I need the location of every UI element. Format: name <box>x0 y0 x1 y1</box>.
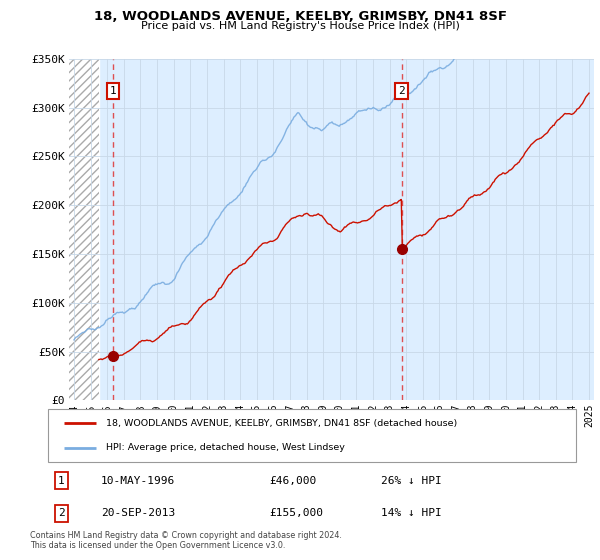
Text: 10-MAY-1996: 10-MAY-1996 <box>101 475 175 486</box>
Text: 2: 2 <box>398 86 405 96</box>
FancyBboxPatch shape <box>48 409 576 462</box>
Text: HPI: Average price, detached house, West Lindsey: HPI: Average price, detached house, West… <box>106 443 345 452</box>
Text: Contains HM Land Registry data © Crown copyright and database right 2024.
This d: Contains HM Land Registry data © Crown c… <box>30 531 342 550</box>
Bar <box>69 59 99 400</box>
Text: 14% ↓ HPI: 14% ↓ HPI <box>380 508 442 519</box>
Text: 20-SEP-2013: 20-SEP-2013 <box>101 508 175 519</box>
Text: 2: 2 <box>58 508 65 519</box>
Text: 1: 1 <box>58 475 65 486</box>
Text: 18, WOODLANDS AVENUE, KEELBY, GRIMSBY, DN41 8SF (detached house): 18, WOODLANDS AVENUE, KEELBY, GRIMSBY, D… <box>106 419 457 428</box>
Text: Price paid vs. HM Land Registry's House Price Index (HPI): Price paid vs. HM Land Registry's House … <box>140 21 460 31</box>
Bar <box>69 59 99 400</box>
Text: 1: 1 <box>110 86 116 96</box>
Text: £46,000: £46,000 <box>270 475 317 486</box>
Text: 18, WOODLANDS AVENUE, KEELBY, GRIMSBY, DN41 8SF: 18, WOODLANDS AVENUE, KEELBY, GRIMSBY, D… <box>94 10 506 23</box>
Text: 26% ↓ HPI: 26% ↓ HPI <box>380 475 442 486</box>
Text: £155,000: £155,000 <box>270 508 324 519</box>
